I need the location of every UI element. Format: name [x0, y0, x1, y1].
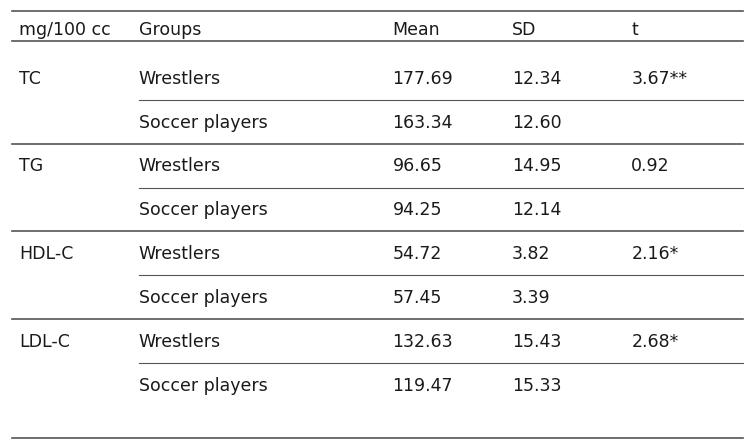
Text: 57.45: 57.45 — [393, 289, 442, 307]
Text: 163.34: 163.34 — [393, 114, 453, 131]
Text: Wrestlers: Wrestlers — [139, 333, 220, 351]
Text: t: t — [631, 21, 638, 39]
Text: HDL-C: HDL-C — [19, 245, 73, 263]
Text: 14.95: 14.95 — [512, 157, 562, 176]
Text: Groups: Groups — [139, 21, 201, 39]
Text: 12.34: 12.34 — [512, 70, 561, 88]
Text: TC: TC — [19, 70, 41, 88]
Text: 54.72: 54.72 — [393, 245, 442, 263]
Text: TG: TG — [19, 157, 43, 176]
Text: 96.65: 96.65 — [393, 157, 442, 176]
Text: 12.60: 12.60 — [512, 114, 562, 131]
Text: mg/100 cc: mg/100 cc — [19, 21, 111, 39]
Text: 12.14: 12.14 — [512, 201, 561, 219]
Text: Wrestlers: Wrestlers — [139, 245, 220, 263]
Text: Soccer players: Soccer players — [139, 289, 267, 307]
Text: Soccer players: Soccer players — [139, 201, 267, 219]
Text: Soccer players: Soccer players — [139, 377, 267, 395]
Text: 3.82: 3.82 — [512, 245, 550, 263]
Text: Soccer players: Soccer players — [139, 114, 267, 131]
Text: SD: SD — [512, 21, 536, 39]
Text: 2.68*: 2.68* — [631, 333, 679, 351]
Text: 15.43: 15.43 — [512, 333, 561, 351]
Text: 15.33: 15.33 — [512, 377, 562, 395]
Text: Mean: Mean — [393, 21, 440, 39]
Text: Wrestlers: Wrestlers — [139, 157, 220, 176]
Text: 2.16*: 2.16* — [631, 245, 679, 263]
Text: 119.47: 119.47 — [393, 377, 453, 395]
Text: 0.92: 0.92 — [631, 157, 670, 176]
Text: 94.25: 94.25 — [393, 201, 442, 219]
Text: Wrestlers: Wrestlers — [139, 70, 220, 88]
Text: 177.69: 177.69 — [393, 70, 453, 88]
Text: 3.67**: 3.67** — [631, 70, 688, 88]
Text: 3.39: 3.39 — [512, 289, 550, 307]
Text: LDL-C: LDL-C — [19, 333, 70, 351]
Text: 132.63: 132.63 — [393, 333, 453, 351]
